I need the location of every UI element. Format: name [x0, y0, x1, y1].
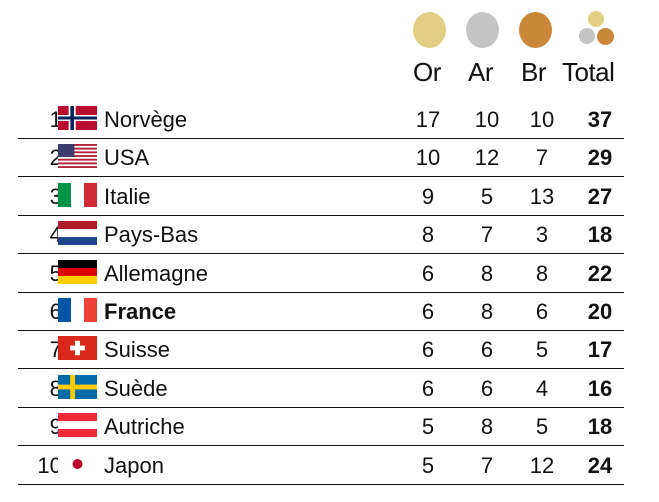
silver-count: 7 — [480, 222, 494, 248]
country-name: Suisse — [104, 337, 171, 363]
row-divider — [18, 253, 624, 255]
silver-count: 6 — [480, 337, 494, 363]
total-count: 17 — [587, 337, 613, 363]
bronze-count: 7 — [535, 145, 549, 171]
bronze-count: 13 — [529, 183, 555, 209]
gold-medal-icon — [413, 12, 446, 48]
total-count: 20 — [587, 299, 613, 324]
row-divider — [18, 445, 624, 447]
total-count: 16 — [587, 375, 613, 401]
country-name: Pays-Bas — [104, 222, 199, 248]
silver-count: 6 — [480, 375, 494, 401]
bronze-count: 8 — [535, 260, 549, 286]
gold-count: 6 — [421, 337, 435, 363]
gold-column-header: Or — [413, 57, 441, 87]
netherlands-flag — [58, 221, 97, 246]
table-row: 10. Japon 5 7 12 24 — [18, 447, 624, 485]
gold-count: 5 — [421, 452, 435, 478]
total-count: 18 — [587, 222, 613, 248]
gold-count: 6 — [421, 260, 435, 286]
total-count: 29 — [587, 145, 613, 171]
silver-count: 7 — [480, 452, 494, 478]
row-divider — [18, 291, 624, 293]
silver-count: 10 — [474, 107, 500, 132]
row-divider — [18, 176, 624, 178]
france-flag — [58, 298, 97, 322]
bronze-medal-icon — [519, 12, 552, 48]
norway-flag — [58, 106, 97, 130]
silver-count: 12 — [474, 145, 500, 171]
gold-count: 8 — [421, 222, 435, 248]
total-count: 22 — [587, 260, 613, 286]
country-name: Norvège — [104, 107, 188, 132]
bronze-column-header: Br — [521, 57, 547, 87]
total-count: 18 — [587, 414, 613, 440]
gold-count: 5 — [421, 414, 435, 440]
bronze-count: 5 — [535, 414, 549, 440]
bronze-count: 5 — [535, 337, 549, 363]
gold-count: 9 — [421, 183, 435, 209]
row-divider — [18, 330, 624, 331]
sweden-flag — [58, 374, 97, 399]
silver-count: 8 — [480, 260, 494, 286]
gold-count: 6 — [421, 299, 435, 324]
usa-flag — [58, 144, 97, 169]
row-divider — [18, 138, 624, 139]
row-divider — [18, 406, 624, 408]
total-count: 24 — [587, 452, 613, 478]
bronze-count: 4 — [535, 375, 549, 401]
country-name: France — [104, 299, 177, 324]
country-name: Italie — [104, 183, 151, 209]
total-count: 37 — [587, 107, 613, 132]
gold-count: 17 — [415, 107, 441, 132]
country-name: Allemagne — [104, 260, 208, 286]
italy-flag — [58, 182, 97, 207]
row-divider — [18, 483, 624, 485]
bronze-count: 12 — [529, 452, 555, 478]
germany-flag — [58, 259, 97, 284]
country-name: USA — [104, 145, 150, 171]
row-divider — [18, 368, 624, 370]
total-column-header: Total — [562, 57, 615, 87]
bronze-count: 3 — [535, 222, 549, 248]
country-name: Suède — [104, 375, 168, 401]
silver-medal-icon — [466, 12, 499, 48]
silver-count: 8 — [480, 414, 494, 440]
japan-flag — [58, 451, 97, 476]
silver-column-header: Ar — [468, 57, 494, 87]
row-divider — [18, 214, 624, 216]
total-count: 27 — [587, 183, 613, 209]
switzerland-flag — [58, 336, 97, 361]
bronze-count: 10 — [529, 107, 555, 132]
gold-count: 6 — [421, 375, 435, 401]
austria-flag — [58, 413, 97, 438]
bronze-count: 6 — [535, 299, 549, 324]
country-name: Japon — [104, 452, 164, 478]
silver-count: 8 — [480, 299, 494, 324]
gold-count: 10 — [415, 145, 441, 171]
silver-count: 5 — [480, 183, 494, 209]
country-name: Autriche — [104, 414, 185, 440]
